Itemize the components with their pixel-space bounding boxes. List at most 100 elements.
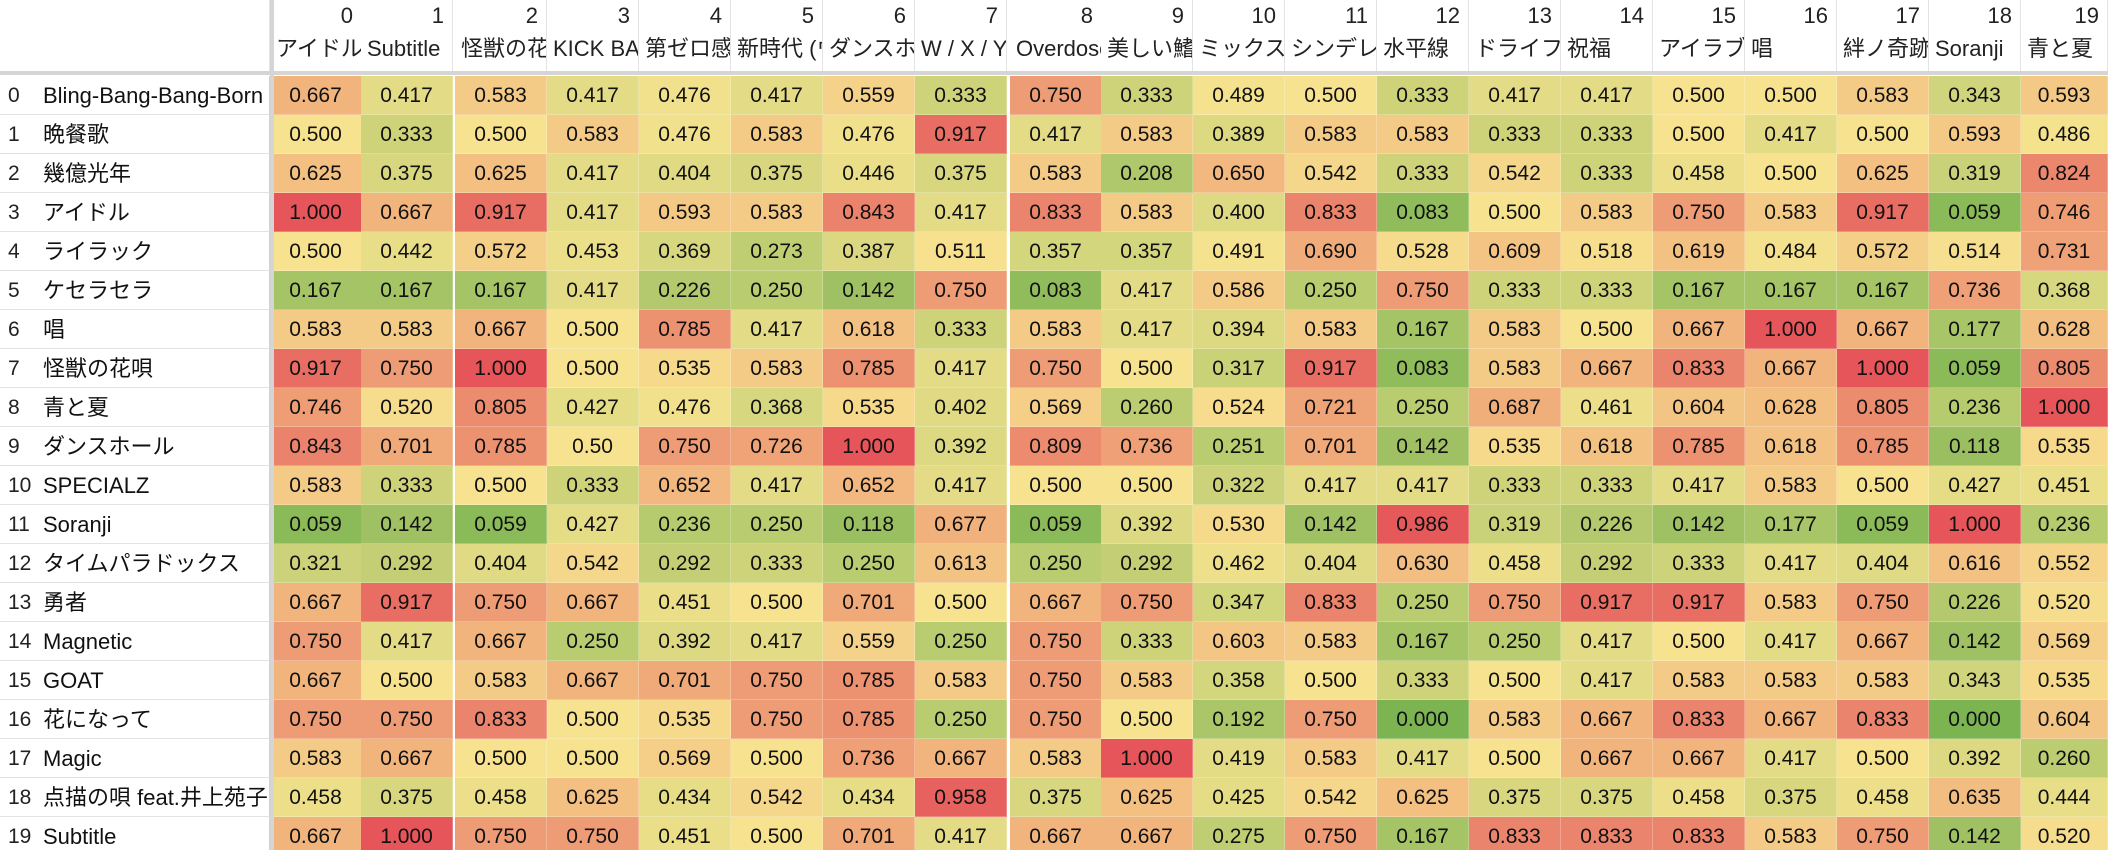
value-cell-r15-c12[interactable]: 0.333 [1377,661,1469,700]
value-cell-r1-c3[interactable]: 0.583 [547,115,639,154]
column-header-6[interactable]: ダンスホール [823,32,915,71]
column-index-5[interactable]: 5 [731,0,823,32]
value-cell-r2-c10[interactable]: 0.650 [1193,154,1285,193]
value-cell-r7-c2[interactable]: 1.000 [455,349,547,388]
value-cell-r6-c3[interactable]: 0.500 [547,310,639,349]
value-cell-r1-c5[interactable]: 0.583 [731,115,823,154]
value-cell-r17-c13[interactable]: 0.500 [1469,739,1561,778]
value-cell-r8-c16[interactable]: 0.628 [1745,388,1837,427]
value-cell-r15-c14[interactable]: 0.417 [1561,661,1653,700]
value-cell-r3-c9[interactable]: 0.583 [1101,193,1193,232]
value-cell-r17-c4[interactable]: 0.569 [639,739,731,778]
value-cell-r4-c8[interactable]: 0.357 [1010,232,1102,271]
value-cell-r7-c12[interactable]: 0.083 [1377,349,1469,388]
value-cell-r8-c12[interactable]: 0.250 [1377,388,1469,427]
row-label-13[interactable]: 勇者 [38,583,270,622]
value-cell-r14-c9[interactable]: 0.333 [1101,622,1193,661]
value-cell-r18-c1[interactable]: 0.375 [361,778,453,817]
value-cell-r9-c16[interactable]: 0.618 [1745,427,1837,466]
value-cell-r0-c4[interactable]: 0.476 [639,76,731,115]
value-cell-r5-c4[interactable]: 0.226 [639,271,731,310]
column-header-2[interactable]: 怪獣の花唄 [455,32,547,71]
value-cell-r16-c16[interactable]: 0.667 [1745,700,1837,739]
value-cell-r7-c14[interactable]: 0.667 [1561,349,1653,388]
value-cell-r13-c6[interactable]: 0.701 [823,583,915,622]
value-cell-r5-c5[interactable]: 0.250 [731,271,823,310]
value-cell-r17-c8[interactable]: 0.583 [1010,739,1102,778]
value-cell-r18-c15[interactable]: 0.458 [1653,778,1745,817]
value-cell-r18-c10[interactable]: 0.425 [1193,778,1285,817]
value-cell-r18-c7[interactable]: 0.958 [915,778,1007,817]
value-cell-r16-c9[interactable]: 0.500 [1101,700,1193,739]
column-header-3[interactable]: KICK BACK [547,32,639,71]
value-cell-r6-c7[interactable]: 0.333 [915,310,1007,349]
value-cell-r16-c17[interactable]: 0.833 [1837,700,1929,739]
row-label-0[interactable]: Bling-Bang-Bang-Born [38,76,270,115]
value-cell-r2-c3[interactable]: 0.417 [547,154,639,193]
value-cell-r9-c9[interactable]: 0.736 [1101,427,1193,466]
value-cell-r11-c17[interactable]: 0.059 [1837,505,1929,544]
value-cell-r15-c19[interactable]: 0.535 [2021,661,2108,700]
value-cell-r16-c8[interactable]: 0.750 [1010,700,1102,739]
value-cell-r19-c6[interactable]: 0.701 [823,817,915,850]
value-cell-r11-c0[interactable]: 0.059 [270,505,362,544]
value-cell-r9-c1[interactable]: 0.701 [361,427,453,466]
value-cell-r3-c0[interactable]: 1.000 [270,193,362,232]
row-index-13[interactable]: 13 [0,583,38,622]
value-cell-r11-c13[interactable]: 0.319 [1469,505,1561,544]
value-cell-r13-c17[interactable]: 0.750 [1837,583,1929,622]
value-cell-r2-c1[interactable]: 0.375 [361,154,453,193]
value-cell-r9-c2[interactable]: 0.785 [455,427,547,466]
value-cell-r1-c8[interactable]: 0.417 [1010,115,1102,154]
column-header-8[interactable]: Overdose [1010,32,1102,71]
value-cell-r14-c5[interactable]: 0.417 [731,622,823,661]
column-index-12[interactable]: 12 [1377,0,1469,32]
value-cell-r5-c12[interactable]: 0.750 [1377,271,1469,310]
value-cell-r4-c0[interactable]: 0.500 [270,232,362,271]
value-cell-r2-c2[interactable]: 0.625 [455,154,547,193]
value-cell-r12-c3[interactable]: 0.542 [547,544,639,583]
value-cell-r8-c6[interactable]: 0.535 [823,388,915,427]
value-cell-r19-c17[interactable]: 0.750 [1837,817,1929,850]
row-label-6[interactable]: 唱 [38,310,270,349]
value-cell-r6-c4[interactable]: 0.785 [639,310,731,349]
value-cell-r6-c9[interactable]: 0.417 [1101,310,1193,349]
value-cell-r11-c11[interactable]: 0.142 [1285,505,1377,544]
value-cell-r7-c19[interactable]: 0.805 [2021,349,2108,388]
value-cell-r9-c10[interactable]: 0.251 [1193,427,1285,466]
value-cell-r2-c19[interactable]: 0.824 [2021,154,2108,193]
value-cell-r1-c10[interactable]: 0.389 [1193,115,1285,154]
value-cell-r13-c14[interactable]: 0.917 [1561,583,1653,622]
row-label-15[interactable]: GOAT [38,661,270,700]
column-header-11[interactable]: シンデレラボーイ [1285,32,1377,71]
row-label-14[interactable]: Magnetic [38,622,270,661]
value-cell-r16-c15[interactable]: 0.833 [1653,700,1745,739]
value-cell-r14-c7[interactable]: 0.250 [915,622,1007,661]
value-cell-r14-c1[interactable]: 0.417 [361,622,453,661]
value-cell-r9-c5[interactable]: 0.726 [731,427,823,466]
row-index-2[interactable]: 2 [0,154,38,193]
value-cell-r0-c14[interactable]: 0.417 [1561,76,1653,115]
value-cell-r11-c16[interactable]: 0.177 [1745,505,1837,544]
value-cell-r1-c13[interactable]: 0.333 [1469,115,1561,154]
value-cell-r19-c18[interactable]: 0.142 [1929,817,2021,850]
row-label-2[interactable]: 幾億光年 [38,154,270,193]
value-cell-r14-c14[interactable]: 0.417 [1561,622,1653,661]
value-cell-r0-c5[interactable]: 0.417 [731,76,823,115]
value-cell-r3-c6[interactable]: 0.843 [823,193,915,232]
value-cell-r12-c16[interactable]: 0.417 [1745,544,1837,583]
value-cell-r3-c2[interactable]: 0.917 [455,193,547,232]
row-index-12[interactable]: 12 [0,544,38,583]
value-cell-r18-c9[interactable]: 0.625 [1101,778,1193,817]
value-cell-r18-c18[interactable]: 0.635 [1929,778,2021,817]
row-index-10[interactable]: 10 [0,466,38,505]
value-cell-r17-c18[interactable]: 0.392 [1929,739,2021,778]
value-cell-r6-c1[interactable]: 0.583 [361,310,453,349]
value-cell-r11-c18[interactable]: 1.000 [1929,505,2021,544]
value-cell-r8-c3[interactable]: 0.427 [547,388,639,427]
row-index-14[interactable]: 14 [0,622,38,661]
value-cell-r13-c11[interactable]: 0.833 [1285,583,1377,622]
row-index-8[interactable]: 8 [0,388,38,427]
value-cell-r12-c0[interactable]: 0.321 [270,544,362,583]
column-index-6[interactable]: 6 [823,0,915,32]
